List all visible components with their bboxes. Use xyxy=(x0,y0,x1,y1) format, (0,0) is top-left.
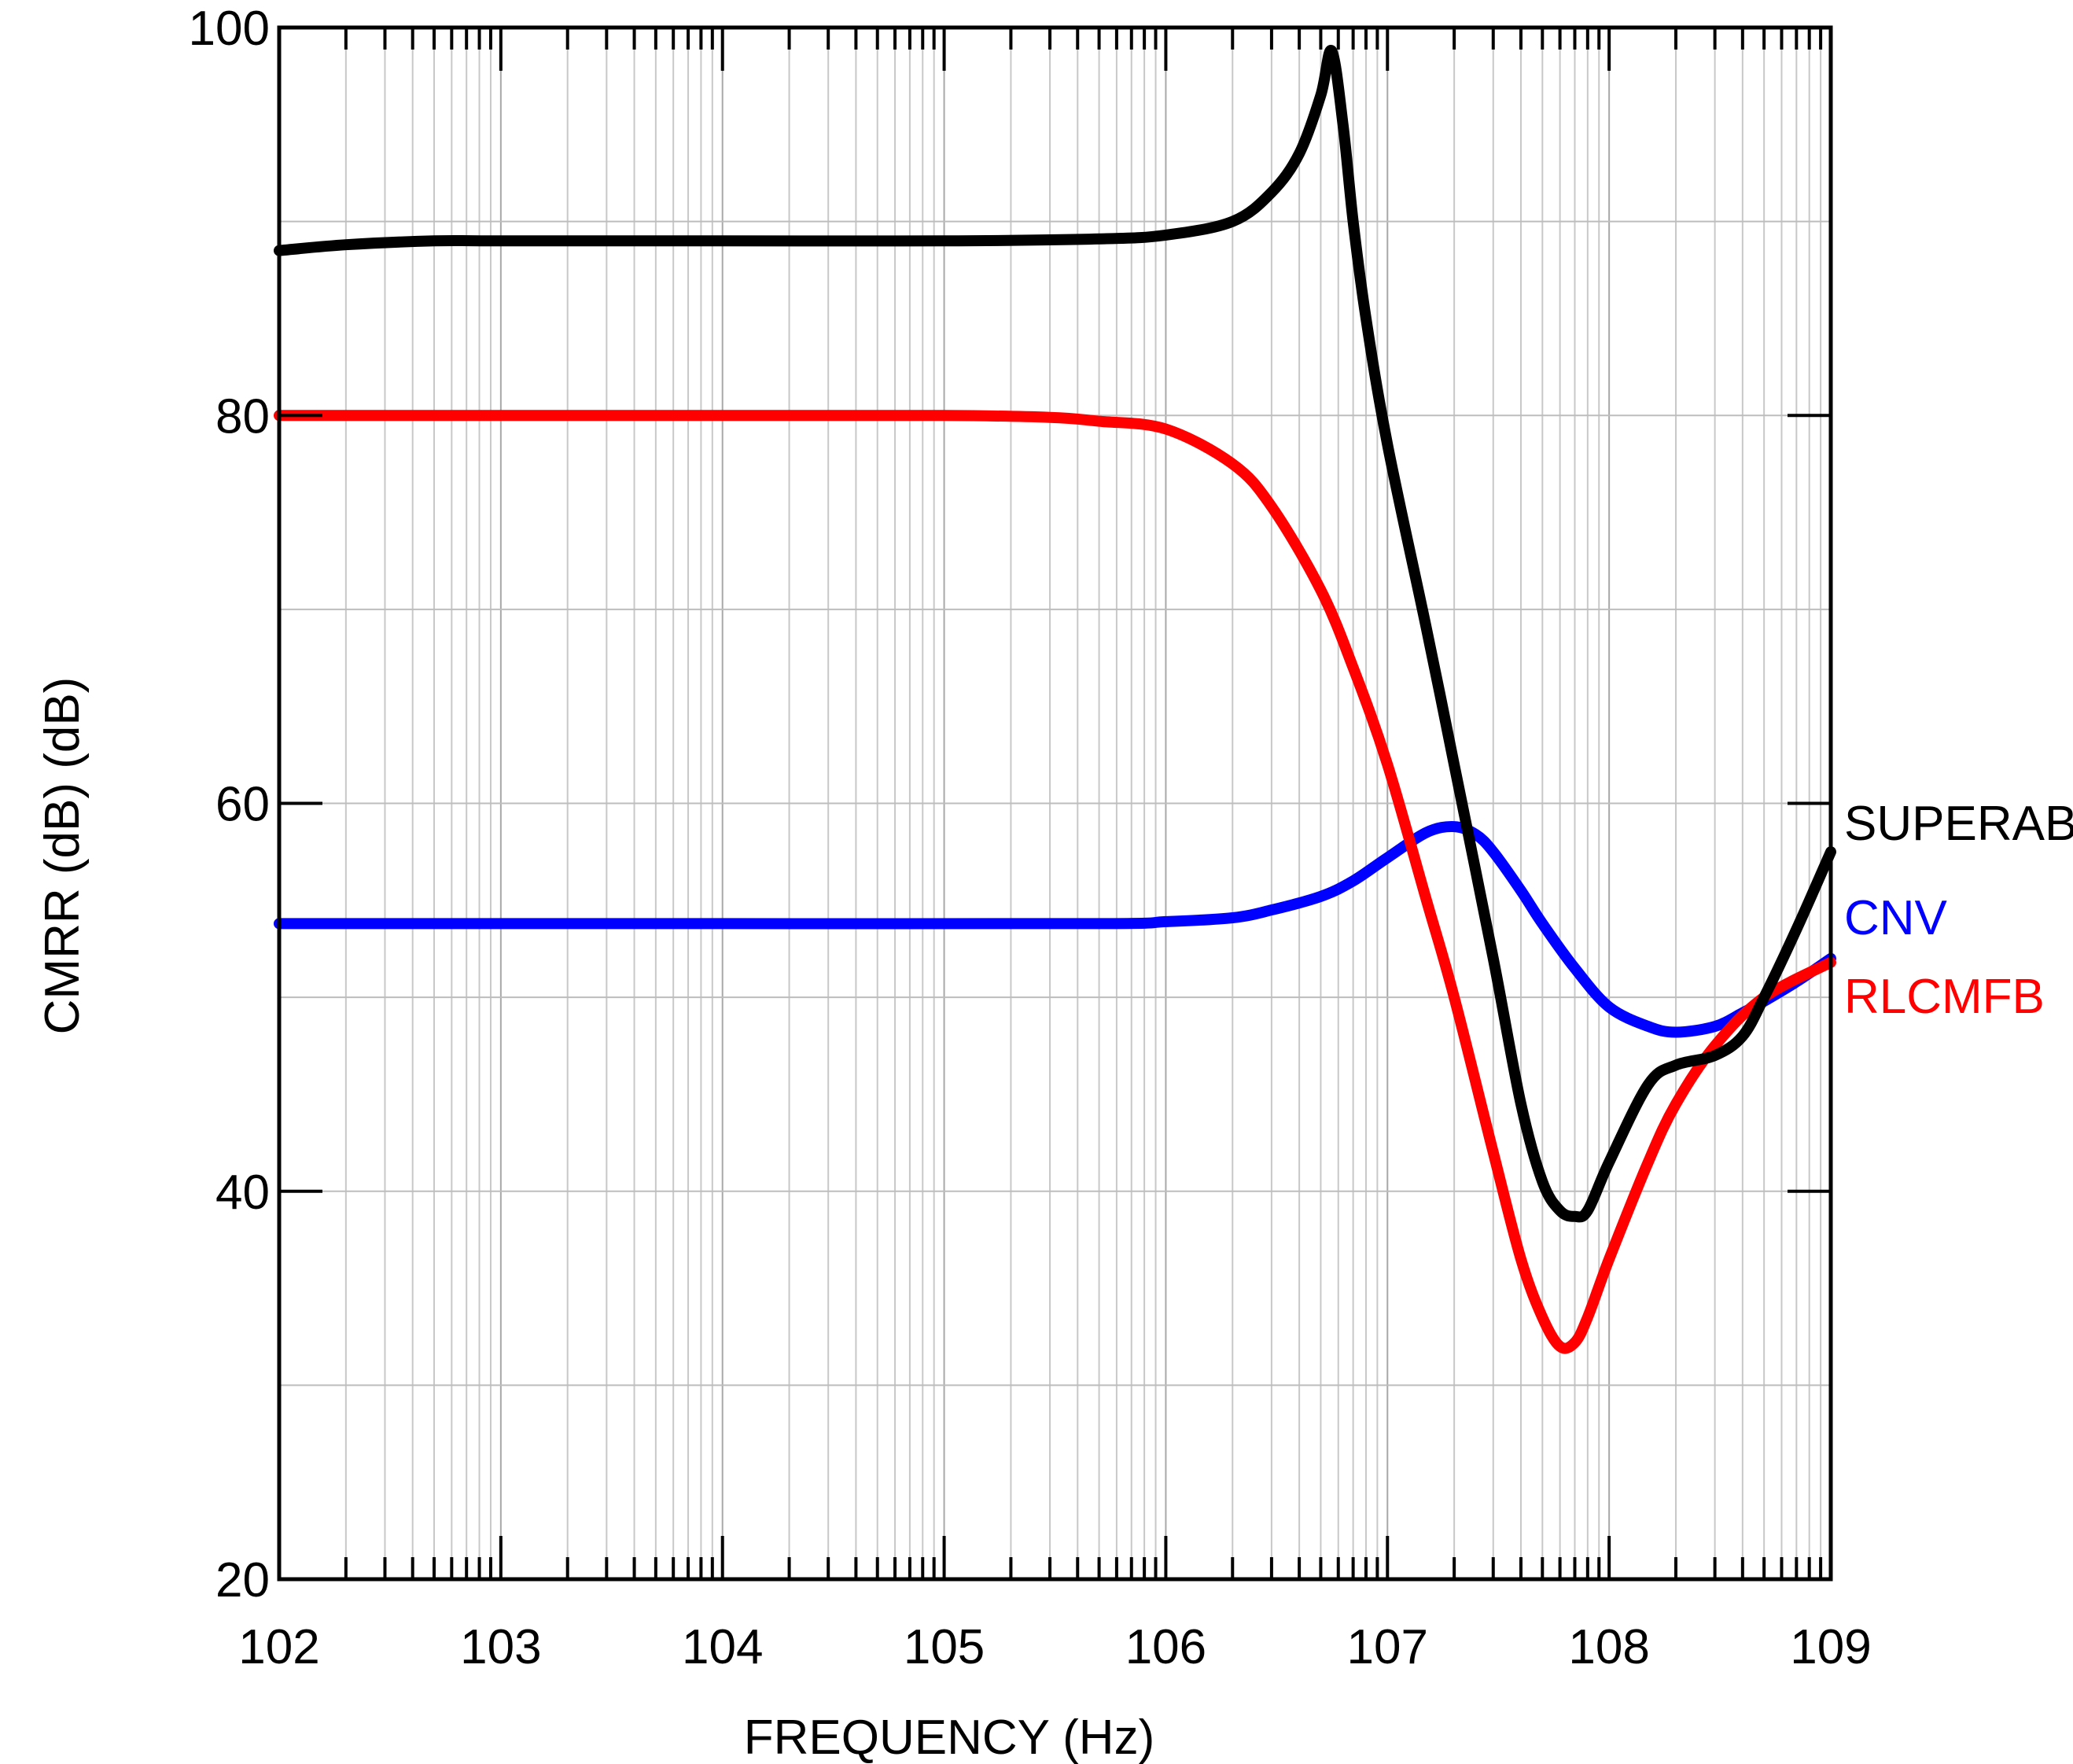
series-label-rlcmfb: RLCMFB xyxy=(1844,970,2045,1024)
series-line-rlcmfb xyxy=(274,410,1836,1354)
y-tick-label: 60 xyxy=(215,778,270,832)
x-tick-label: 103 xyxy=(460,1620,541,1674)
x-tick-label: 106 xyxy=(1125,1620,1206,1674)
y-tick-label: 100 xyxy=(189,2,270,56)
y-axis-title: CMRR (dB) (dB) xyxy=(35,677,90,1035)
series-lines xyxy=(274,45,1836,1354)
x-tick-label: 105 xyxy=(904,1620,985,1674)
axis-ticks xyxy=(278,26,1832,1581)
series-line-superab xyxy=(274,45,1836,1223)
y-tick-label: 20 xyxy=(215,1553,270,1607)
x-tick-label: 107 xyxy=(1347,1620,1428,1674)
y-tick-label: 40 xyxy=(215,1166,270,1220)
series-end-labels: SUPERAB CNV RLCMFB xyxy=(1844,797,2073,1024)
x-tick-label: 109 xyxy=(1790,1620,1871,1674)
y-tick-label: 80 xyxy=(215,389,270,444)
series-label-superab: SUPERAB xyxy=(1844,797,2073,851)
y-tick-labels: 20 40 60 80 100 xyxy=(189,2,270,1607)
x-tick-label: 108 xyxy=(1568,1620,1649,1674)
x-tick-label: 102 xyxy=(238,1620,319,1674)
series-line-cnv xyxy=(274,821,1836,1038)
x-tick-label: 104 xyxy=(682,1620,763,1674)
x-axis-title: FREQUENCY (Hz) xyxy=(744,1711,1154,1764)
x-tick-labels: 102 103 104 105 106 107 108 109 xyxy=(238,1620,1871,1674)
series-label-cnv: CNV xyxy=(1844,891,1948,945)
